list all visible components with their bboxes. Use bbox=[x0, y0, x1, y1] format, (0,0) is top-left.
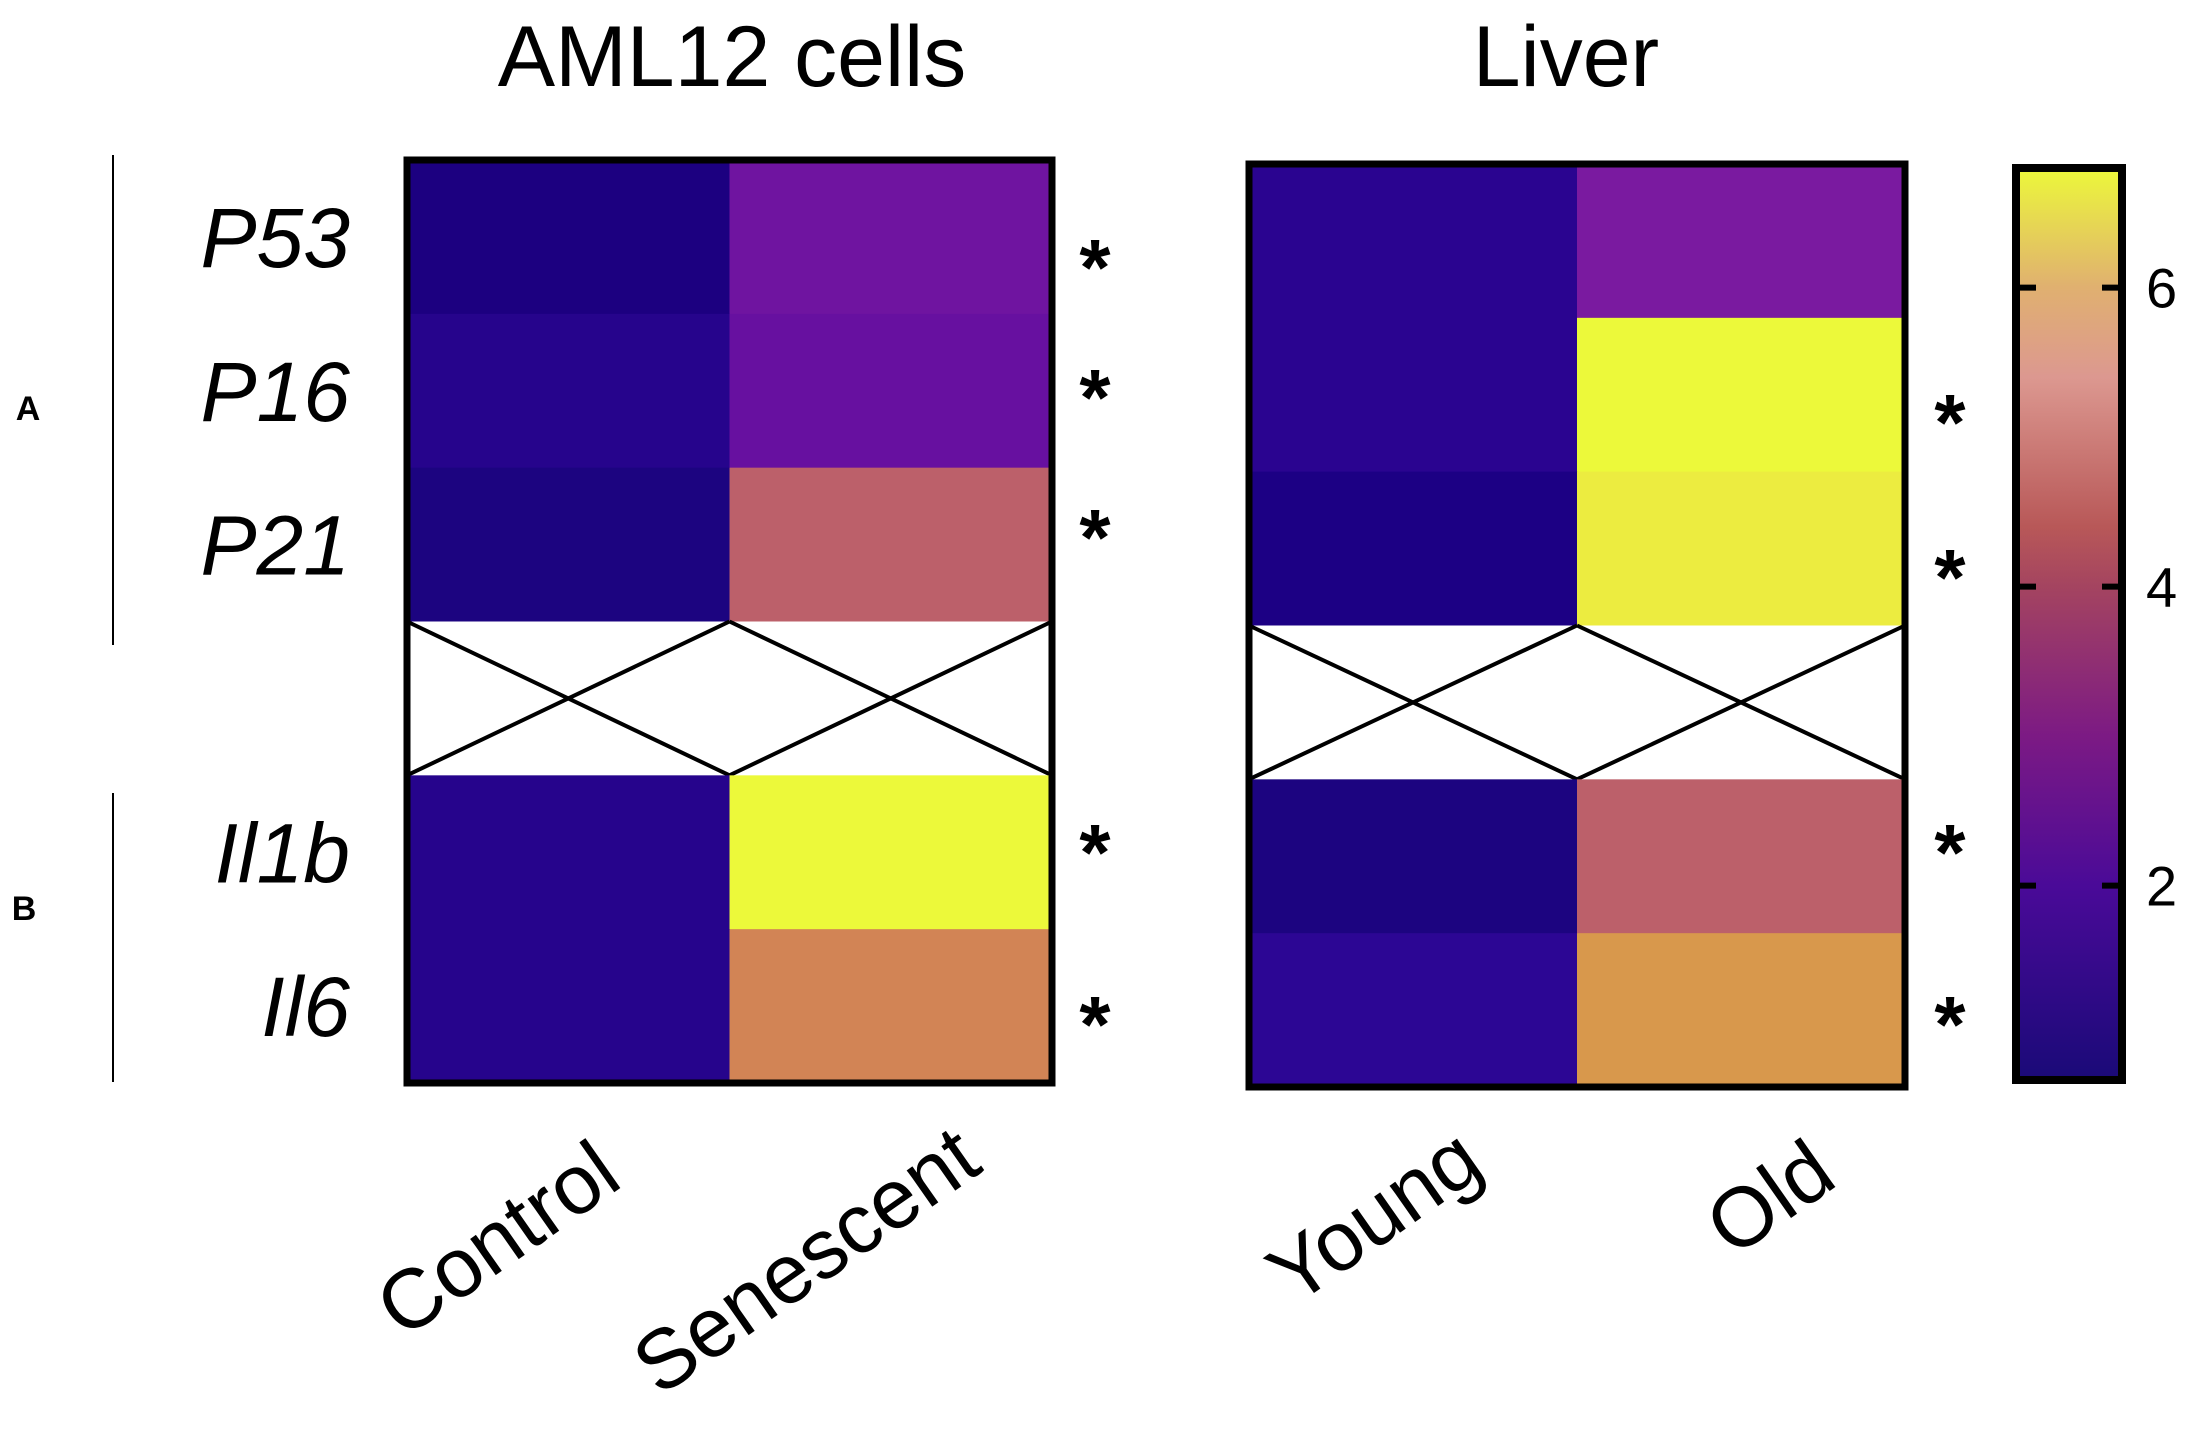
heatmap-cell bbox=[729, 775, 1053, 930]
heatmap-cell bbox=[1249, 471, 1578, 626]
heatmap-cell bbox=[407, 467, 730, 622]
column-label: Senescent bbox=[616, 1108, 995, 1413]
colorbar-tick-label: 6 bbox=[2146, 257, 2177, 320]
heatmap-cell bbox=[407, 160, 730, 315]
significance-asterisk: * bbox=[1934, 808, 1966, 897]
colorbar: 2 4 6 bbox=[2012, 164, 2177, 1084]
row-label: P21 bbox=[201, 499, 350, 593]
heatmap-cell bbox=[729, 160, 1053, 315]
missing-cross-line bbox=[728, 619, 1053, 778]
heatmap-cell bbox=[1249, 779, 1578, 934]
heatmap-cell bbox=[729, 313, 1053, 469]
heatmap-cell bbox=[407, 929, 730, 1084]
significance-asterisk: * bbox=[1079, 980, 1111, 1069]
group-b-label: B bbox=[12, 890, 37, 928]
colorbar-gradient bbox=[2012, 164, 2126, 1084]
heatmap-cell bbox=[1249, 933, 1578, 1088]
heatmap-cell bbox=[1249, 164, 1578, 319]
column-label: Control bbox=[359, 1123, 635, 1355]
heatmap-cell bbox=[1577, 779, 1906, 934]
missing-cross-line bbox=[1576, 623, 1906, 782]
missing-cross-line bbox=[1248, 623, 1578, 782]
heatmap-cell bbox=[1577, 933, 1906, 1088]
colorbar-tick-label: 4 bbox=[2146, 556, 2177, 619]
column-label: Young bbox=[1251, 1110, 1498, 1322]
row-labels: P53 P16 P21 Il1b Il6 bbox=[201, 191, 351, 1054]
significance-asterisk: * bbox=[1079, 223, 1111, 312]
heatmap-cell bbox=[1577, 471, 1906, 626]
heatmap-cell bbox=[1577, 317, 1906, 473]
significance-asterisk: * bbox=[1079, 353, 1111, 442]
significance-asterisk: * bbox=[1934, 980, 1966, 1069]
significance-asterisk: * bbox=[1079, 493, 1111, 582]
row-label: Il6 bbox=[261, 960, 350, 1054]
heatmap-liver: * * * * Young Old bbox=[1245, 160, 1966, 1322]
title-aml12: AML12 cells bbox=[498, 9, 966, 105]
heatmap-cell bbox=[407, 313, 730, 469]
colorbar-tick-label: 2 bbox=[2146, 855, 2177, 918]
significance-asterisk: * bbox=[1934, 378, 1966, 467]
group-a-label: A bbox=[16, 390, 41, 428]
row-label: Il1b bbox=[215, 806, 350, 900]
row-label: P53 bbox=[201, 191, 350, 285]
significance-asterisk: * bbox=[1934, 533, 1966, 622]
significance-asterisk: * bbox=[1079, 808, 1111, 897]
heatmap-border bbox=[1245, 160, 1909, 1091]
heatmap-cell bbox=[407, 775, 730, 930]
column-label: Old bbox=[1689, 1122, 1850, 1274]
heatmap-cell bbox=[1577, 164, 1906, 319]
heatmap-cell bbox=[729, 929, 1053, 1084]
row-label: P16 bbox=[201, 345, 351, 439]
heatmap-cell bbox=[1249, 317, 1578, 473]
title-liver: Liver bbox=[1473, 9, 1659, 105]
missing-cross-line bbox=[406, 619, 731, 778]
heatmap-border bbox=[403, 156, 1056, 1087]
heatmap-cell bbox=[729, 467, 1053, 622]
